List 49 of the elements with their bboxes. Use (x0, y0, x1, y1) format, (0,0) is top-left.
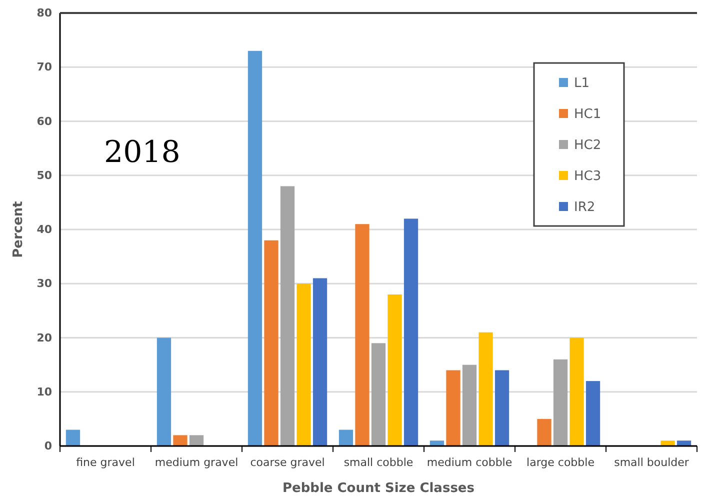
bar (371, 343, 386, 446)
bar (280, 186, 295, 446)
y-tick-label: 80 (36, 6, 52, 20)
annotation: 2018 (104, 135, 180, 170)
x-tick-label: medium cobble (426, 456, 512, 469)
y-tick-label: 20 (36, 331, 52, 344)
x-axis-title: Pebble Count Size Classes (282, 481, 475, 496)
bar (264, 240, 278, 446)
bar (296, 284, 311, 446)
bar (430, 440, 444, 446)
x-tick-label: fine gravel (76, 456, 135, 469)
y-axis-title: Percent (11, 201, 26, 258)
bar (676, 440, 692, 446)
y-tick-label: 40 (36, 223, 52, 236)
x-tick-label: small boulder (614, 456, 690, 469)
bar (248, 50, 262, 446)
bar (586, 381, 600, 446)
y-tick-label: 30 (36, 277, 52, 290)
bar (189, 435, 204, 446)
legend-label: HC3 (574, 169, 602, 184)
bar (446, 370, 460, 446)
bar (553, 359, 568, 446)
bar (156, 338, 172, 446)
x-tick-label: coarse gravel (250, 456, 325, 469)
bar (388, 294, 402, 446)
y-tick-label: 10 (36, 385, 52, 398)
bar (338, 430, 354, 446)
bar (462, 364, 477, 446)
bar (494, 370, 510, 446)
y-tick-label: 60 (36, 114, 52, 128)
bar (478, 332, 493, 446)
x-tick-label: small cobble (344, 456, 414, 469)
bar (537, 418, 552, 446)
legend-label: HC1 (574, 107, 602, 122)
y-tick-label: 50 (36, 168, 52, 182)
bar (312, 278, 328, 446)
legend-label: IR2 (574, 200, 596, 215)
legend-label: HC2 (574, 138, 602, 153)
bar (660, 440, 675, 446)
bar (66, 430, 80, 446)
x-tick-label: large cobble (526, 456, 595, 469)
bar (355, 224, 370, 446)
bar (173, 435, 188, 446)
y-tick-label: 70 (36, 60, 52, 74)
legend-label: L1 (574, 76, 590, 91)
y-tick-label: 0 (44, 440, 52, 453)
x-tick-label: medium gravel (154, 456, 238, 469)
bar (404, 218, 418, 446)
bar (570, 338, 584, 446)
